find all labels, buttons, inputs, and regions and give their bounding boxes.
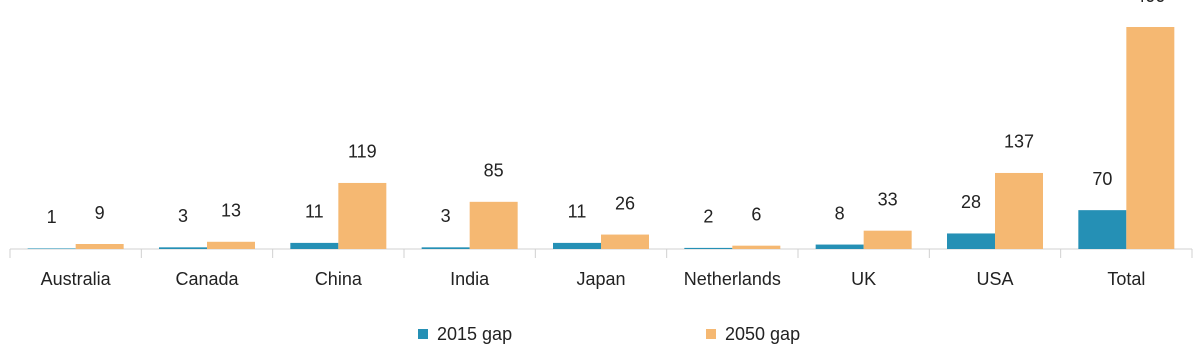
data-label: 33 [878,189,898,209]
bar [290,242,339,249]
legend-swatch [706,329,716,339]
data-label: 13 [221,201,241,221]
bar [995,172,1043,249]
x-tick-label: Netherlands [684,269,781,289]
x-tick-label: China [315,269,363,289]
bar [338,182,387,249]
x-tick-label: Australia [41,269,112,289]
bar [684,247,733,249]
data-label: 26 [615,193,635,213]
data-label: 119 [348,142,377,162]
data-label: 1 [47,207,57,227]
data-label: 3 [441,206,451,226]
bar [863,230,912,249]
legend-swatch [418,329,428,339]
x-tick-label: USA [976,269,1013,289]
legend-label: 2015 gap [437,324,512,344]
bar [1078,210,1127,249]
x-tick-label: Canada [175,269,239,289]
bar [207,241,255,249]
bar [75,244,124,249]
bar [947,233,995,249]
bar [159,247,207,249]
x-tick-label: India [450,269,490,289]
bar [553,242,601,249]
data-label: 11 [305,202,324,222]
bar [421,247,470,249]
legend-label: 2050 gap [725,324,800,344]
data-label: 9 [95,203,105,223]
data-label: 6 [751,204,761,224]
data-label: 28 [961,192,981,212]
bar [732,245,781,249]
data-label: 70 [1092,169,1112,189]
bar [1126,27,1175,249]
data-label: 3 [178,206,188,226]
bar [469,201,518,249]
x-tick-label: UK [851,269,876,289]
data-label: 400 [1135,0,1165,6]
data-label: 137 [1004,132,1034,152]
x-tick-label: Total [1107,269,1145,289]
data-label: 11 [568,202,587,222]
data-label: 8 [835,203,845,223]
bar [27,248,76,249]
bar [815,244,864,249]
x-tick-label: Japan [576,269,625,289]
data-label: 2 [703,207,713,227]
bar [601,234,649,249]
data-label: 85 [484,161,504,181]
